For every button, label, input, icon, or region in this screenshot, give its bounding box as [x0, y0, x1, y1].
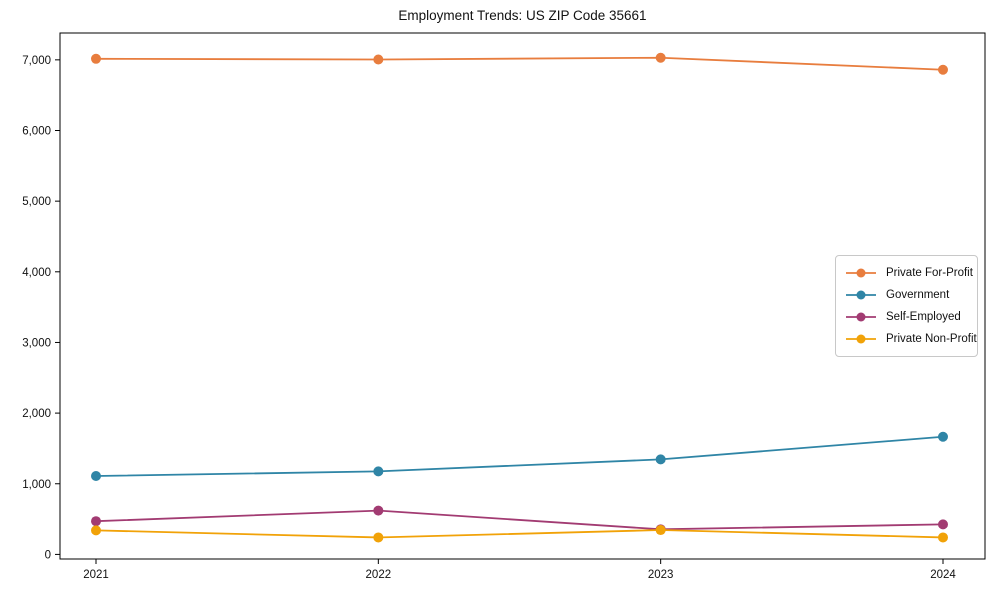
data-point-marker-private-for-profit	[373, 54, 384, 65]
data-point-marker-private-for-profit	[655, 52, 666, 63]
data-point-marker-private-non-profit	[91, 525, 101, 536]
legend-dot	[856, 334, 866, 344]
data-point-marker-government	[937, 431, 948, 442]
y-tick-label: 4,000	[22, 267, 51, 279]
y-tick-label: 7,000	[22, 55, 51, 67]
data-point-marker-self-employed	[937, 519, 948, 530]
data-point-marker-private-non-profit	[937, 532, 948, 543]
data-point-marker-self-employed	[91, 516, 101, 527]
legend-label: Government	[886, 289, 950, 301]
legend-item-private-non-profit: Private Non-Profit	[845, 328, 977, 350]
data-point-marker-government	[373, 466, 384, 477]
legend-item-self-employed: Self-Employed	[845, 306, 969, 328]
series-line-self-employed	[95, 509, 944, 531]
y-tick-label: 1,000	[22, 479, 51, 491]
data-point-marker-government	[91, 470, 101, 481]
x-tick-label: 2021	[83, 569, 109, 581]
legend-label: Self-Employed	[886, 311, 961, 323]
data-point-marker-private-for-profit	[937, 64, 948, 75]
data-point-marker-private-non-profit	[373, 532, 384, 543]
y-tick-label: 2,000	[22, 408, 51, 420]
series-line-private-non-profit	[95, 529, 944, 539]
data-point-marker-self-employed	[373, 505, 384, 516]
series-line-government	[95, 435, 944, 477]
legend-item-government: Government	[845, 284, 969, 306]
y-tick-label: 5,000	[22, 196, 51, 208]
x-tick-label: 2022	[366, 569, 392, 581]
legend-dot	[856, 290, 866, 300]
y-tick-label: 0	[45, 549, 51, 561]
legend-marker-icon	[846, 268, 876, 278]
legend-marker-icon	[846, 334, 876, 344]
series-line-private-for-profit	[95, 56, 944, 71]
legend: Private For-Profit Government Self-Employe…	[835, 255, 978, 357]
plot-frame	[59, 32, 986, 560]
data-point-marker-private-non-profit	[655, 525, 666, 536]
data-point-marker-private-for-profit	[91, 53, 101, 64]
legend-marker-icon	[846, 312, 876, 322]
legend-marker-icon	[846, 290, 876, 300]
legend-item-private-for-profit: Private For-Profit	[845, 262, 973, 284]
x-tick-label: 2023	[648, 569, 674, 581]
legend-label: Private For-Profit	[886, 267, 973, 279]
chart-title: Employment Trends: US ZIP Code 35661	[398, 8, 647, 23]
legend-dot	[856, 268, 866, 278]
legend-dot	[856, 312, 866, 322]
data-point-marker-government	[655, 454, 666, 465]
y-tick-label: 3,000	[22, 337, 51, 349]
legend-label: Private Non-Profit	[886, 333, 977, 345]
x-tick-label: 2024	[930, 569, 956, 581]
y-tick-label: 6,000	[22, 125, 51, 137]
